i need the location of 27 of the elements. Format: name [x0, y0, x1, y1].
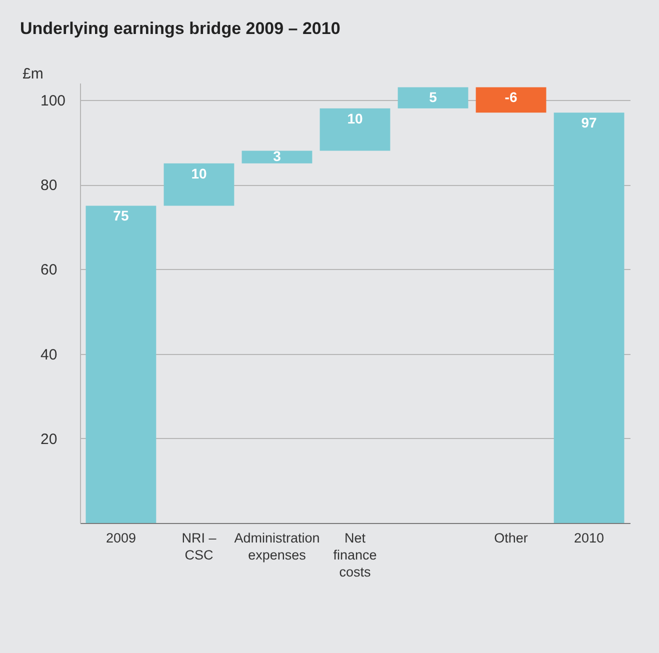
- data-label: 10: [347, 110, 363, 126]
- x-tick-label: Administration expenses: [234, 530, 320, 562]
- bar: [476, 87, 546, 113]
- y-tick-label: 100: [40, 92, 66, 110]
- x-tick-label: 2010: [574, 530, 604, 546]
- chart-title: Underlying earnings bridge 2009 – 2010: [20, 19, 340, 38]
- data-label: 97: [581, 114, 598, 131]
- x-tick-label: Other: [494, 530, 528, 546]
- bar: [242, 150, 312, 164]
- y-axis-title: £m: [22, 66, 44, 82]
- y-tick-label: 40: [40, 346, 58, 364]
- bar: [398, 87, 468, 108]
- y-tick-label: 20: [40, 430, 58, 448]
- y-tick-label: 60: [40, 262, 58, 279]
- data-label: 10: [191, 165, 207, 182]
- x-tick-label: Net finance costs: [333, 530, 377, 580]
- data-label: 3: [273, 148, 282, 164]
- data-label: -6: [504, 89, 518, 106]
- bar: [86, 206, 156, 523]
- x-tick-label: NRI – CSC: [182, 530, 217, 562]
- bar: [164, 163, 234, 206]
- bar: [554, 112, 624, 523]
- bar: [320, 108, 390, 151]
- x-tick-label: 2009: [106, 530, 136, 546]
- data-label: 75: [113, 208, 129, 224]
- data-label: 5: [429, 88, 438, 105]
- y-tick-label: 80: [40, 177, 58, 194]
